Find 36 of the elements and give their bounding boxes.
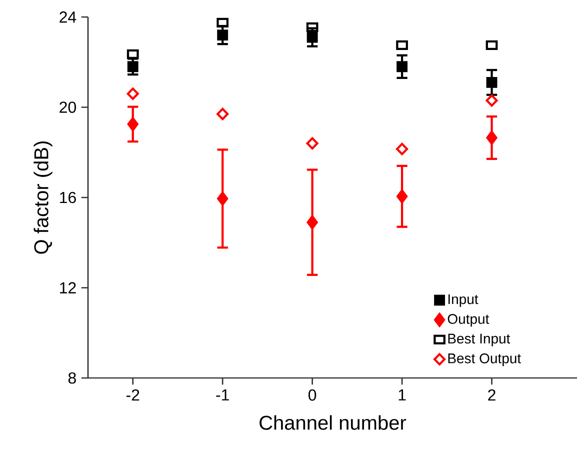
y-axis-title: Q factor (dB) xyxy=(34,142,52,254)
point xyxy=(306,32,318,43)
x-tick-label: 1 xyxy=(398,389,406,400)
point xyxy=(486,130,498,145)
point xyxy=(396,61,408,72)
y-tick-label: 8 xyxy=(68,372,76,384)
y-tick-label: 24 xyxy=(60,11,76,23)
legend-label: Input xyxy=(448,294,478,307)
point xyxy=(396,189,408,204)
point xyxy=(217,192,228,206)
point xyxy=(486,94,498,107)
x-tick-label: -1 xyxy=(216,389,229,400)
point xyxy=(396,142,408,156)
y-tick-label: 12 xyxy=(60,282,76,294)
x-tick-label: 2 xyxy=(488,389,496,401)
point xyxy=(126,88,139,100)
point xyxy=(216,18,229,28)
y-tick-label: 20 xyxy=(60,102,76,113)
point xyxy=(127,61,138,72)
point xyxy=(306,22,318,32)
point xyxy=(486,40,498,50)
x-tick-label: -2 xyxy=(126,389,140,401)
point xyxy=(396,40,408,50)
legend-label: Output xyxy=(448,314,490,327)
point xyxy=(217,30,228,41)
legend-label: Best Input xyxy=(448,334,510,346)
point xyxy=(306,137,318,150)
point xyxy=(216,108,229,120)
x-tick-label: 0 xyxy=(308,389,316,401)
point xyxy=(126,49,139,60)
y-tick-label: 16 xyxy=(60,192,76,204)
point xyxy=(127,117,138,132)
point xyxy=(306,215,318,230)
x-axis-title: Channel number xyxy=(260,415,406,430)
point xyxy=(486,76,498,88)
legend-label: Best Output xyxy=(448,353,521,366)
